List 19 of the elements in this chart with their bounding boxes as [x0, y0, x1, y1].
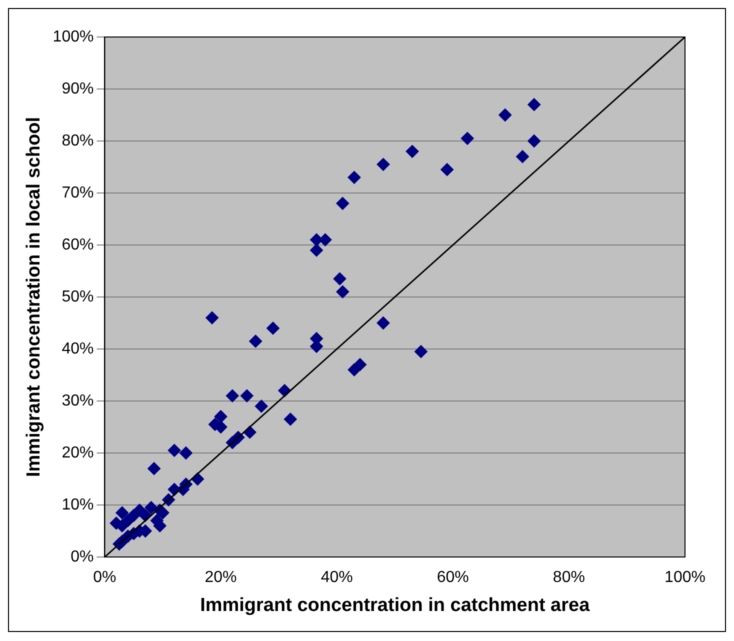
y-tick-label: 10%	[62, 496, 94, 514]
y-tick-label: 90%	[62, 80, 94, 98]
y-tick-label: 30%	[62, 392, 94, 410]
y-tick-label: 40%	[62, 340, 94, 358]
y-tick-label: 100%	[52, 28, 94, 46]
x-tick-label: 20%	[204, 569, 237, 586]
y-tick-label: 50%	[62, 288, 94, 306]
y-tick-label: 70%	[62, 184, 94, 202]
x-tick-label: 80%	[552, 569, 585, 586]
x-axis-title: Immigrant concentration in catchment area	[200, 594, 590, 616]
y-axis-title: Immigrant concentration in local school	[24, 117, 45, 477]
x-tick-label: 60%	[436, 569, 469, 586]
y-tick-label: 0%	[70, 548, 94, 566]
x-tick-label: 0%	[93, 569, 116, 586]
y-tick-label: 80%	[62, 132, 94, 150]
x-tick-label: 40%	[320, 569, 353, 586]
x-tick-label: 100%	[664, 569, 706, 586]
y-tick-label: 60%	[62, 236, 94, 254]
y-tick-label: 20%	[62, 444, 94, 462]
